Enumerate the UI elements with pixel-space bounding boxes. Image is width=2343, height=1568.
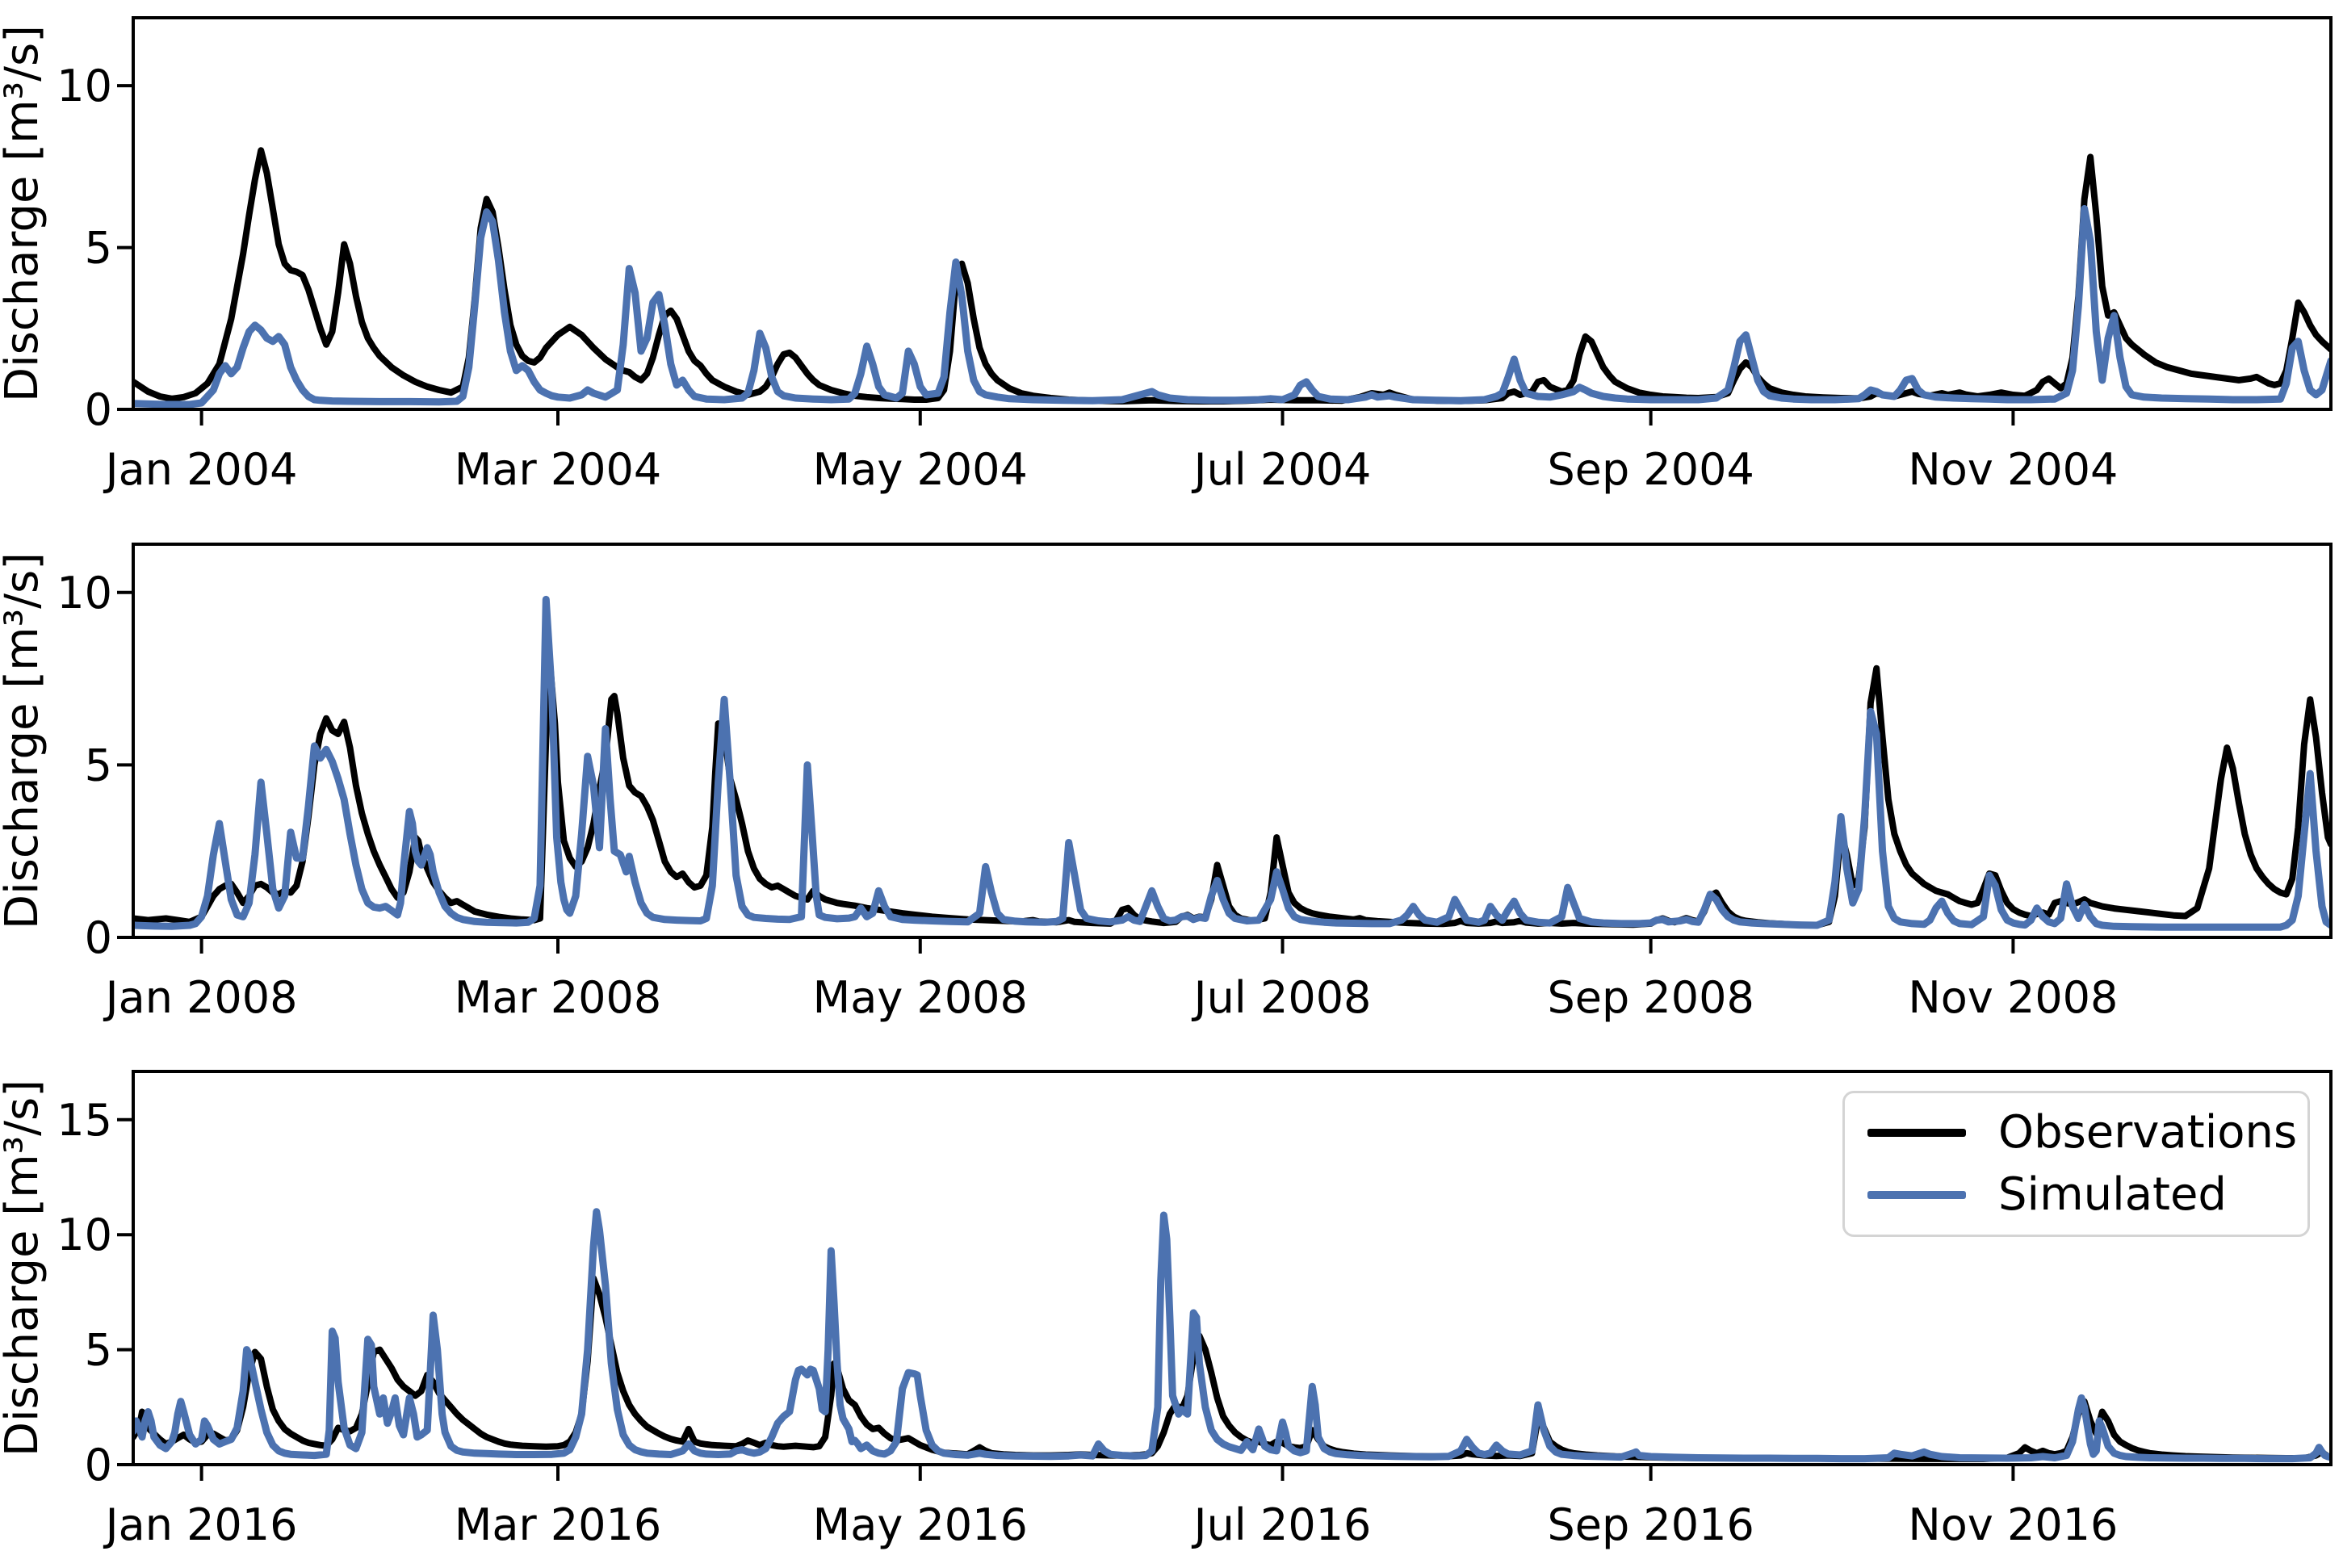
x-tick-label: Mar 2016 (455, 1499, 661, 1550)
x-tick-label: Jul 2016 (1192, 1499, 1372, 1550)
simulated-line-year-2004 (133, 205, 2331, 409)
y-tick-label: 10 (57, 568, 112, 618)
y-tick-label: 0 (85, 384, 112, 435)
simulated-line-year-2008 (133, 595, 2331, 931)
x-tick-label: Nov 2016 (1908, 1499, 2118, 1550)
y-tick-label: 10 (57, 61, 112, 111)
plot-frame-year-2016 (132, 1070, 2333, 1466)
x-tick-label: May 2016 (813, 1499, 1028, 1550)
y-tick-label: 0 (85, 912, 112, 963)
plot-frame-year-2008 (132, 543, 2333, 939)
y-tick-label: 5 (85, 1325, 112, 1376)
subplot-year-2008: Jan 2008 Mar 2008 May 2008 Jul 2008 Sep 2008… (0, 543, 2333, 1023)
legend-label-simulated: Simulated (1998, 1168, 2227, 1221)
legend-item-observations: Observations (1867, 1110, 2307, 1155)
y-tick-label: 10 (57, 1210, 112, 1260)
x-tick-label: Nov 2004 (1908, 444, 2118, 495)
x-tick-label: Jul 2004 (1192, 444, 1372, 495)
y-axis-label-year-2004: Discharge [m³/s] (0, 25, 48, 402)
simulated-line-year-2016 (133, 1208, 2331, 1463)
x-tick-label: Jan 2004 (103, 444, 298, 495)
legend-label-observations: Observations (1998, 1106, 2298, 1159)
observations-line-year-2004 (133, 147, 2331, 405)
x-tick-label: Mar 2004 (455, 444, 661, 495)
x-tick-label: Mar 2008 (455, 972, 661, 1023)
legend: Observations Simulated (1842, 1091, 2310, 1237)
y-tick-label: 5 (85, 223, 112, 274)
observations-line-year-2008 (133, 648, 2331, 929)
y-tick-label: 0 (85, 1440, 112, 1490)
simulated-line-swatch (1867, 1191, 1966, 1199)
x-tick-label: May 2004 (813, 444, 1028, 495)
y-axis-label-year-2016: Discharge [m³/s] (0, 1080, 48, 1457)
y-tick-label: 15 (57, 1095, 112, 1146)
legend-item-simulated: Simulated (1867, 1172, 2307, 1218)
plot-frame-year-2004 (132, 16, 2333, 411)
subplot-year-2004: Jan 2004 Mar 2004 May 2004 Jul 2004 Sep 2004… (0, 16, 2333, 495)
x-tick-label: Jul 2008 (1192, 972, 1372, 1023)
y-axis-label-year-2008: Discharge [m³/s] (0, 552, 48, 929)
x-tick-label: Jan 2016 (103, 1499, 298, 1550)
x-tick-label: Sep 2008 (1547, 972, 1754, 1023)
x-tick-label: Sep 2004 (1547, 444, 1754, 495)
observations-line-year-2016 (133, 1275, 2331, 1462)
x-tick-label: Jan 2008 (103, 972, 298, 1023)
x-tick-label: Nov 2008 (1908, 972, 2118, 1023)
observations-line-swatch (1867, 1129, 1966, 1137)
subplot-year-2016: Jan 2016 Mar 2016 May 2016 Jul 2016 Sep 2016… (0, 1070, 2333, 1550)
x-tick-label: May 2008 (813, 972, 1028, 1023)
x-tick-label: Sep 2016 (1547, 1499, 1754, 1550)
y-tick-label: 5 (85, 740, 112, 790)
